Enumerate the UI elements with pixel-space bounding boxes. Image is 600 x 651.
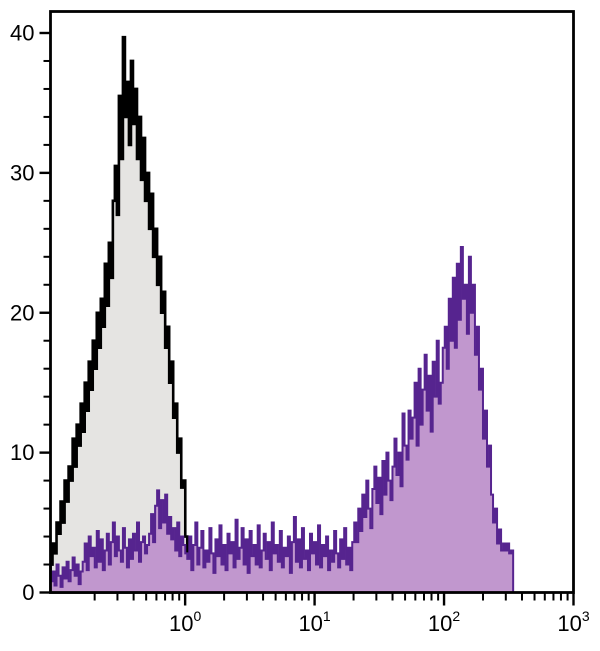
y-tick-label: 30 [10,160,34,185]
x-tick-label: 103 [557,608,589,636]
stained-positive-histogram [49,246,515,594]
x-tick-label: 101 [298,608,330,636]
y-axis-ticks [39,31,50,594]
y-tick-label: 20 [10,300,34,325]
y-tick-label: 0 [22,580,34,605]
negative-control-histogram [49,35,189,594]
y-tick-label: 10 [10,440,34,465]
x-axis-ticks [93,593,575,606]
plot-frame [49,10,575,594]
y-tick-label: 40 [10,21,34,46]
x-tick-label: 100 [169,608,201,636]
x-tick-label: 102 [428,608,460,636]
